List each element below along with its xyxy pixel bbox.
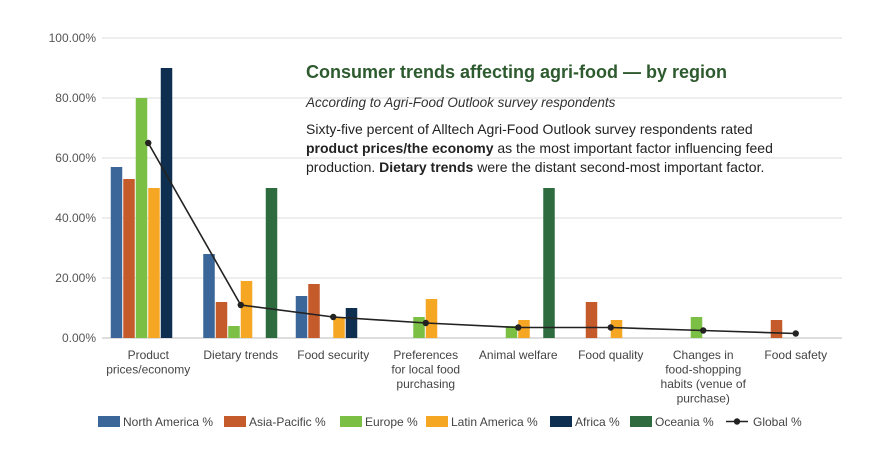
x-category-line: Changes in: [673, 348, 734, 362]
y-tick-label: 0.00%: [62, 331, 96, 345]
bar-asia-pacific-2: [308, 284, 320, 338]
x-category-line: purchase): [677, 392, 730, 406]
x-category-line: habits (venue of: [661, 377, 747, 391]
legend-swatch: [630, 416, 652, 427]
annotation-emphasis: product prices/the economy: [306, 140, 494, 156]
global-point-1: [237, 301, 244, 309]
y-tick-label: 100.00%: [49, 31, 97, 45]
global-point-7: [792, 330, 799, 337]
bar-asia-pacific-5: [585, 302, 598, 338]
annotation-text: production.: [306, 159, 379, 175]
annotation-box: Consumer trends affecting agri-food — by…: [305, 62, 773, 175]
x-category-label: Food security: [297, 348, 369, 362]
bar-asia-pacific-7: [770, 320, 783, 338]
bar-asia-pacific-0: [123, 179, 135, 338]
x-category-line: Food quality: [578, 348, 643, 362]
bar-north-america-2: [295, 296, 308, 338]
legend-swatch: [426, 416, 448, 427]
bar-latin-america-2: [333, 317, 345, 338]
legend-line-marker: [733, 418, 741, 425]
legend-swatch: [340, 416, 362, 427]
legend-swatch: [550, 416, 572, 427]
annotation-line: production. Dietary trends were the dist…: [306, 159, 764, 175]
annotation-emphasis: Dietary trends: [379, 159, 473, 175]
legend-label: Latin America %: [451, 415, 538, 429]
legend-label: North America %: [123, 415, 213, 429]
global-line: [145, 139, 799, 337]
y-tick-label: 20.00%: [55, 271, 96, 285]
global-point-6: [700, 327, 707, 334]
bar-europe-4: [505, 326, 518, 338]
x-category-line: purchasing: [396, 377, 455, 391]
x-category-line: Product: [128, 348, 170, 362]
bars: [110, 68, 783, 338]
bar-africa-0: [160, 68, 173, 338]
x-category-label: Preferences for local food purchasing: [391, 348, 460, 391]
x-category-label: Changes in food-shopping habits (venue of p…: [661, 348, 747, 406]
chart-subtitle: According to Agri-Food Outlook survey re…: [305, 95, 616, 110]
annotation-text: Sixty-five percent of Alltech Agri-Food …: [306, 121, 753, 137]
annotation-line: Sixty-five percent of Alltech Agri-Food …: [306, 121, 753, 137]
x-category-label: Food quality: [578, 348, 643, 362]
global-point-0: [145, 139, 152, 147]
x-category-label: Animal welfare: [479, 348, 558, 362]
legend-label: Africa %: [575, 415, 620, 429]
bar-oceania-4: [543, 188, 555, 338]
x-category-label: Product prices/economy: [106, 348, 190, 377]
legend-swatch: [224, 416, 246, 427]
x-category-label: Dietary trends: [203, 348, 278, 362]
bar-oceania-1: [265, 188, 278, 338]
bar-europe-1: [228, 326, 240, 338]
legend-label-global: Global %: [753, 415, 802, 429]
x-category-line: Food safety: [764, 348, 827, 362]
legend-label: Oceania %: [655, 415, 714, 429]
y-tick-label: 40.00%: [55, 211, 96, 225]
bar-north-america-1: [203, 254, 215, 338]
bar-europe-0: [135, 98, 148, 338]
bar-africa-2: [345, 308, 358, 338]
legend-label: Asia-Pacific %: [249, 415, 326, 429]
global-point-2: [330, 313, 337, 321]
y-axis-ticks: 0.00% 20.00% 40.00% 60.00% 80.00% 100.00%: [49, 31, 97, 345]
bar-asia-pacific-1: [215, 302, 228, 338]
x-axis-categories: Product prices/economy Dietary trends Food …: [106, 348, 827, 406]
x-category-line: prices/economy: [106, 363, 190, 377]
global-point-3: [422, 319, 429, 327]
global-line-path: [147, 142, 796, 335]
x-category-line: food-shopping: [665, 363, 741, 377]
bar-north-america-0: [110, 167, 123, 338]
annotation-text: as the most important factor influencing…: [493, 140, 772, 156]
bar-latin-america-0: [148, 188, 160, 338]
annotation-text: were the distant second-most important f…: [473, 159, 764, 175]
x-category-line: Animal welfare: [479, 348, 558, 362]
bar-latin-america-4: [518, 320, 530, 338]
x-category-line: for local food: [391, 363, 460, 377]
legend: North America % Asia-Pacific % Europe % Lat…: [98, 415, 802, 429]
bar-latin-america-5: [610, 320, 623, 338]
global-point-4: [515, 324, 522, 331]
bar-europe-3: [413, 317, 425, 338]
x-category-label: Food safety: [764, 348, 827, 362]
annotation-line: product prices/the economy as the most i…: [306, 140, 773, 156]
x-category-line: Dietary trends: [203, 348, 278, 362]
bar-latin-america-3: [425, 299, 438, 338]
chart-title: Consumer trends affecting agri-food — by…: [306, 62, 727, 82]
y-tick-label: 80.00%: [55, 91, 96, 105]
bar-europe-6: [690, 317, 703, 338]
x-category-line: Preferences: [393, 348, 458, 362]
legend-label: Europe %: [365, 415, 418, 429]
legend-swatch: [98, 416, 120, 427]
y-tick-label: 60.00%: [55, 151, 96, 165]
annotation-body: Sixty-five percent of Alltech Agri-Food …: [306, 121, 773, 175]
global-point-5: [607, 324, 614, 331]
bar-latin-america-1: [240, 281, 253, 338]
x-category-line: Food security: [297, 348, 369, 362]
